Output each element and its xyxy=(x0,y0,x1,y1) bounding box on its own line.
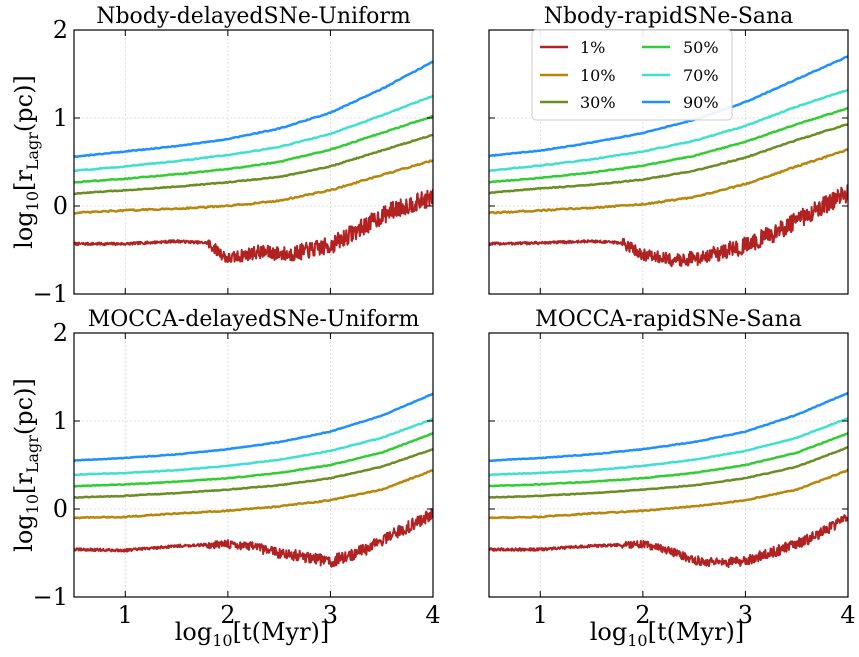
y-axis-label-top: log10[rLagr(pc)] xyxy=(10,75,42,249)
y-tick-label: −1 xyxy=(33,583,68,611)
x-tick-label: 4 xyxy=(425,601,440,629)
x-tick-label: 4 xyxy=(840,601,855,629)
panel-4: 1 2 3 4 MOCCA-rapidSNe-Sana xyxy=(488,307,856,629)
svg-text:log10[rLagr(pc)]: log10[rLagr(pc)] xyxy=(10,378,42,552)
series-line-70pct xyxy=(74,417,433,477)
y-tick-label: 2 xyxy=(53,16,68,44)
legend-entry: 10% xyxy=(540,66,616,85)
panel-title: Nbody-rapidSNe-Sana xyxy=(544,4,794,29)
series-line-50pct xyxy=(74,114,433,184)
y-tick-label: −1 xyxy=(33,280,68,308)
series-line-1pct xyxy=(74,508,433,568)
series-line-70pct xyxy=(74,94,433,173)
series-line-1pct xyxy=(74,188,433,263)
series-line-50pct xyxy=(489,432,848,488)
series-line-90pct xyxy=(74,392,433,462)
legend-entry: 50% xyxy=(642,38,719,57)
series-line-70pct xyxy=(489,417,848,477)
axes-frame xyxy=(73,29,434,295)
series-line-90pct xyxy=(489,55,848,158)
series-line-10pct xyxy=(74,159,433,215)
series-group xyxy=(489,55,848,268)
series-line-70pct xyxy=(489,88,848,173)
series-line-90pct xyxy=(489,391,848,462)
legend-label-1pct: 1% xyxy=(580,38,605,57)
x-tick-label: 3 xyxy=(323,601,338,629)
x-tick-label: 1 xyxy=(533,601,548,629)
legend-label-50pct: 50% xyxy=(683,38,719,57)
legend-label-10pct: 10% xyxy=(580,66,616,85)
legend-entry: 70% xyxy=(642,66,719,85)
legend-label-90pct: 90% xyxy=(683,93,719,112)
x-tick-label: 2 xyxy=(220,601,235,629)
series-line-10pct xyxy=(489,468,848,520)
y-tick-label: 0 xyxy=(53,495,68,523)
panel-1: −1 0 1 2 Nbody-delayedSNe-Uniform xyxy=(33,4,434,308)
y-tick-label: 1 xyxy=(53,407,68,435)
series-line-90pct xyxy=(74,60,433,159)
legend-entry: 30% xyxy=(540,93,616,112)
panel-2: Nbody-rapidSNe-Sana xyxy=(488,4,849,295)
legend-entry: 1% xyxy=(540,38,605,57)
x-tick-label: 1 xyxy=(118,601,133,629)
series-line-10pct xyxy=(489,148,848,215)
legend-entry: 90% xyxy=(642,93,719,112)
series-line-10pct xyxy=(74,469,433,520)
y-tick-label: 0 xyxy=(53,192,68,220)
series-line-30pct xyxy=(74,447,433,499)
panel-3: 1 2 3 4 −1 0 1 2 MOCCA-delayedSNe-Uniform xyxy=(33,307,441,629)
series-line-30pct xyxy=(489,445,848,499)
y-axis-label-bottom: log10[rLagr(pc)] xyxy=(10,378,42,552)
series-line-1pct xyxy=(489,184,848,268)
series-line-1pct xyxy=(489,514,848,569)
panels: −1 0 1 2 Nbody-delayedSNe-Uniform Nbody-rapid… xyxy=(33,4,856,629)
series-group xyxy=(489,391,848,569)
legend-label-70pct: 70% xyxy=(683,66,719,85)
series-group xyxy=(74,392,433,568)
axes-frame xyxy=(73,332,434,598)
panel-title: Nbody-delayedSNe-Uniform xyxy=(96,4,411,29)
x-axis-label-right: log10[t(Myr)] xyxy=(590,618,745,650)
series-line-30pct xyxy=(489,123,848,195)
axes-frame xyxy=(488,332,849,598)
x-tick-label: 3 xyxy=(738,601,753,629)
y-tick-label: 1 xyxy=(53,104,68,132)
panel-title: MOCCA-delayedSNe-Uniform xyxy=(88,307,420,332)
series-line-50pct xyxy=(74,431,433,488)
legend-label-30pct: 30% xyxy=(580,93,616,112)
series-line-50pct xyxy=(489,106,848,184)
series-group xyxy=(74,60,433,263)
series-line-30pct xyxy=(74,133,433,196)
x-axis-label-left: log10[t(Myr)] xyxy=(175,618,330,650)
legend: 1% 10% 30% 50% 70% 90% xyxy=(531,29,733,121)
panel-title: MOCCA-rapidSNe-Sana xyxy=(535,307,802,332)
svg-text:log10[rLagr(pc)]: log10[rLagr(pc)] xyxy=(10,75,42,249)
y-tick-label: 2 xyxy=(53,319,68,347)
legend-frame xyxy=(531,29,733,121)
x-tick-label: 2 xyxy=(635,601,650,629)
